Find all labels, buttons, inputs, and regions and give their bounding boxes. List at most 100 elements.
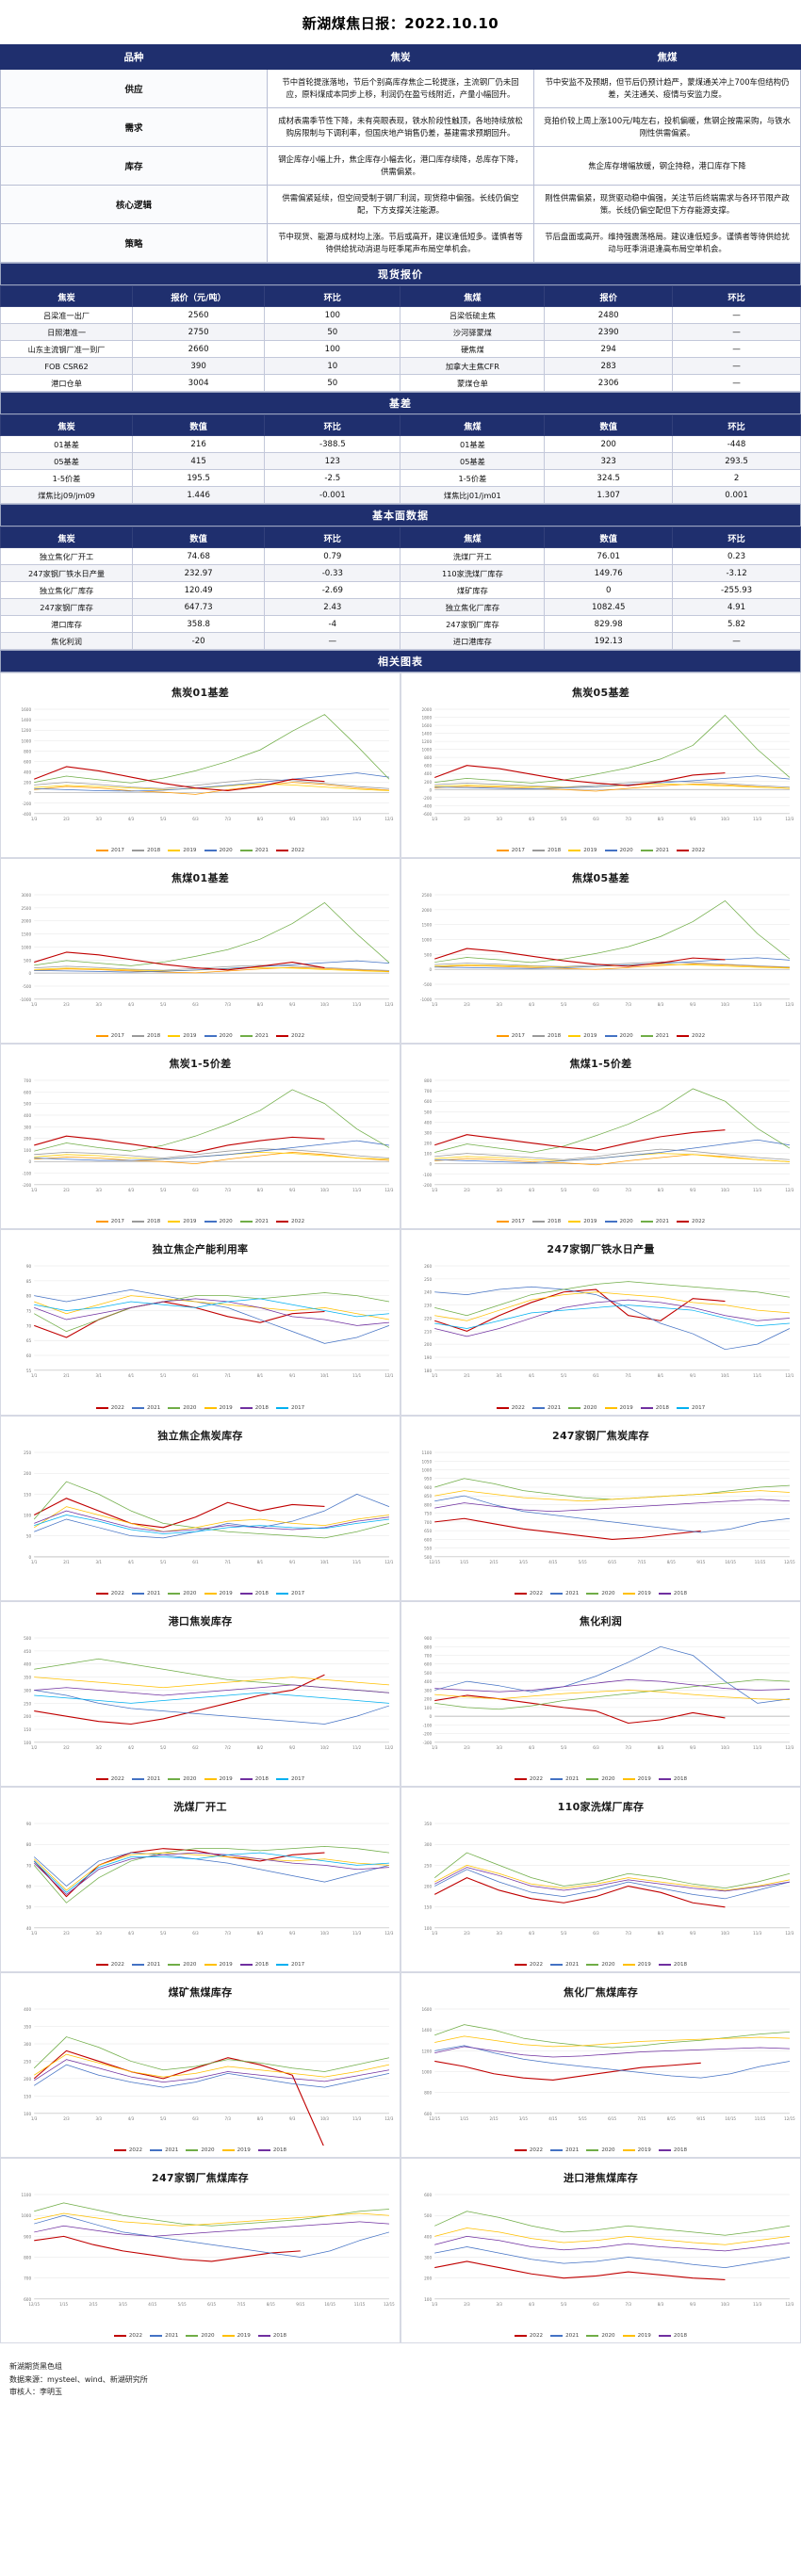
chart-series-line [34, 1692, 389, 1704]
svg-text:5/3: 5/3 [561, 2302, 567, 2307]
svg-text:1/3: 1/3 [31, 817, 38, 821]
svg-text:1200: 1200 [21, 728, 31, 733]
svg-text:-500: -500 [23, 984, 32, 989]
svg-text:900: 900 [424, 1636, 432, 1641]
legend-swatch [239, 1221, 253, 1223]
legend-item: 2022 [677, 1219, 705, 1224]
legend-item: 2019 [604, 1405, 633, 1411]
svg-text:9/3: 9/3 [690, 1745, 696, 1750]
svg-text:11/3: 11/3 [753, 1745, 761, 1750]
legend-label: 2022 [529, 1775, 544, 1782]
chart-panel: 进口港焦煤库存 100 200 300 400 500 600 1/3 2/3 3/3 4/3 5/3… [400, 2157, 801, 2343]
legend-swatch [257, 2335, 270, 2337]
spot-column-header: 焦炭 [0, 285, 134, 308]
spot-quotes-body: 焦炭 报价（元/吨） 环比 焦煤 报价 环比 吕梁准一出厂 2560 100 吕梁低硫主焦 2480… [0, 285, 801, 393]
legend-item: 2020 [186, 2147, 215, 2153]
legend-item: 2022 [95, 1591, 124, 1596]
legend-label: 2020 [219, 1219, 233, 1225]
chart-plot-area: -1000 -500 0 500 1000 1500 2000 2500 1/3 2/3 3/3 4/… [406, 889, 795, 1031]
legend-label: 2019 [583, 1219, 597, 1225]
basis-column-header-row: 焦炭 数值 环比 焦煤 数值 环比 [0, 414, 801, 437]
chart-legend: 2017 2018 2019 2020 2021 2022 [406, 846, 795, 853]
legend-label: 2017 [511, 1219, 525, 1225]
legend-item: 2021 [239, 1219, 269, 1224]
svg-text:-200: -200 [423, 1731, 433, 1736]
chart-series-line [434, 2045, 791, 2079]
svg-text:0: 0 [29, 1554, 32, 1559]
legend-swatch [95, 1035, 108, 1038]
basis-cell: 0.001 [672, 486, 801, 505]
legend-swatch [640, 1035, 653, 1038]
chart-panel: 焦炭01基差 -400 -200 0 200 400 600 800 1000 1200 1400 1… [0, 672, 400, 859]
chart-plot-area: -200 -100 0 100 200 300 400 500 600 700 800 1/3 2/3 3… [406, 1075, 795, 1217]
legend-swatch [276, 1221, 288, 1223]
chart-series-line [34, 2212, 389, 2227]
table-row: 独立焦化厂开工 74.68 0.79 洗煤厂开工 76.01 0.23 [0, 547, 801, 566]
svg-text:3/1: 3/1 [496, 1373, 502, 1378]
svg-text:11/3: 11/3 [352, 1188, 361, 1192]
legend-swatch [204, 1221, 217, 1223]
svg-text:200: 200 [24, 2077, 31, 2082]
legend-label: 2018 [254, 1590, 269, 1596]
svg-text:10/3: 10/3 [721, 817, 729, 821]
spot-cell: 吕梁准一出厂 [0, 306, 134, 325]
legend-label: 2017 [291, 1404, 305, 1411]
svg-text:8/2: 8/2 [257, 1745, 264, 1750]
legend-item: 2022 [276, 1033, 304, 1039]
chart-panel: 247家钢厂焦煤库存 600 700 800 900 1000 1100 12/15 1/15 2… [0, 2157, 400, 2343]
svg-text:7/1: 7/1 [625, 1373, 631, 1378]
svg-text:950: 950 [424, 1476, 432, 1481]
svg-text:60: 60 [26, 1353, 32, 1358]
svg-text:7/3: 7/3 [224, 1188, 231, 1192]
svg-text:2/3: 2/3 [464, 817, 470, 821]
svg-text:8/3: 8/3 [658, 1002, 664, 1007]
svg-text:250: 250 [24, 1701, 31, 1706]
chart-series-line [34, 2221, 389, 2237]
legend-item: 2022 [276, 848, 304, 853]
basis-cell: 2 [672, 469, 801, 488]
svg-text:2/3: 2/3 [464, 1745, 470, 1750]
legend-label: 2021 [147, 1775, 161, 1782]
svg-text:6/2: 6/2 [192, 1745, 199, 1750]
summary-cell-coal: 刚性供需偏紧，现货驱动稳中偏强，关注节后终端需求与各环节限产政策。长线仍偏空配但… [533, 185, 801, 225]
chart-series-line [34, 1152, 389, 1165]
legend-item: 2019 [168, 1033, 197, 1039]
legend-swatch [132, 1777, 144, 1780]
svg-text:1500: 1500 [21, 932, 31, 937]
svg-text:200: 200 [424, 2276, 432, 2281]
svg-text:2/2: 2/2 [63, 1745, 70, 1750]
chart-series-line [34, 1689, 390, 1725]
svg-text:3/3: 3/3 [496, 1188, 502, 1192]
chart-series-line [434, 765, 726, 786]
legend-label: 2019 [237, 2147, 251, 2153]
svg-text:10/3: 10/3 [721, 1931, 729, 1936]
chart-series-line [434, 1281, 791, 1317]
legend-item: 2020 [168, 1405, 197, 1411]
legend-item: 2019 [221, 2333, 251, 2339]
fundamentals-cell: 232.97 [132, 564, 266, 583]
fundamentals-cell: -20 [132, 632, 266, 651]
chart-panel: 110家洗煤厂库存 100 150 200 250 300 350 1/3 2/3 3/3 4/3 5… [400, 1786, 801, 1972]
chart-series-line [34, 1135, 325, 1154]
chart-series-line [34, 1510, 390, 1532]
svg-text:2/3: 2/3 [63, 1188, 70, 1192]
legend-item: 2021 [239, 848, 269, 853]
chart-series-line [34, 2064, 390, 2088]
chart-series-line [34, 1514, 390, 1534]
chart-title: 焦炭1-5价差 [169, 1058, 232, 1071]
svg-text:5/3: 5/3 [561, 1931, 567, 1936]
fundamentals-cell: — [264, 632, 401, 651]
report-page: 新湖煤焦日报：2022.10.10 品种 焦炭 焦煤 供应 节中首轮提涨落地，节后… [0, 15, 801, 2397]
legend-label: 2018 [548, 1033, 562, 1040]
svg-text:9/3: 9/3 [690, 1002, 696, 1007]
fundamentals-column-header: 焦炭 [0, 527, 134, 549]
svg-text:400: 400 [24, 1661, 31, 1666]
basis-column-header: 数值 [132, 414, 266, 437]
svg-text:6/3: 6/3 [192, 1188, 199, 1192]
chart-series-line [33, 1852, 389, 1893]
legend-label: 2019 [219, 1404, 233, 1411]
chart-series-line [34, 782, 389, 795]
svg-text:6/3: 6/3 [593, 1188, 599, 1192]
svg-text:12/1: 12/1 [384, 1559, 393, 1563]
basis-cell: -448 [672, 435, 801, 454]
